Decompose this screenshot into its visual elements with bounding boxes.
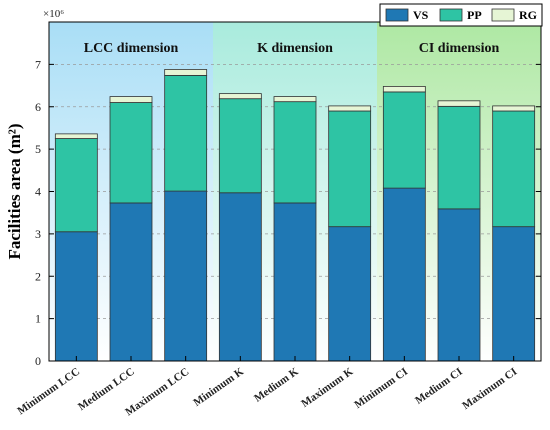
- bar-segment-pp: [328, 110, 372, 228]
- bar-segment-rg: [382, 86, 426, 93]
- x-tick-label: Maximum CI: [460, 366, 519, 412]
- x-tick-label: Medium CI: [413, 366, 465, 407]
- bar-segment-rg: [437, 100, 481, 107]
- y-tick-label: 4: [35, 185, 41, 199]
- bar-segment-rg: [328, 105, 372, 112]
- legend-swatch-vs: [385, 8, 409, 22]
- y-tick-label: 2: [35, 269, 41, 283]
- y-tick-label: 1: [35, 312, 41, 326]
- bar-segment-vs: [382, 187, 426, 362]
- x-tick-label: Medium K: [252, 365, 301, 404]
- bar-segment-pp: [273, 101, 317, 204]
- x-tick-label: Maximum K: [299, 365, 356, 410]
- bar-segment-rg: [218, 93, 262, 100]
- y-tick-label: 0: [35, 354, 41, 368]
- bar-segment-pp: [54, 138, 98, 233]
- bar-segment-rg: [109, 96, 153, 103]
- y-tick-label: 3: [35, 227, 41, 241]
- dimension-label: LCC dimension: [84, 41, 179, 56]
- bar-segment-vs: [54, 231, 98, 362]
- bar-segment-vs: [109, 202, 153, 362]
- bar-segment-vs: [328, 226, 372, 362]
- y-axis-exponent: ×10⁶: [43, 8, 64, 20]
- bar-segment-pp: [492, 110, 536, 228]
- bar-segment-vs: [492, 226, 536, 362]
- bar-segment-vs: [273, 202, 317, 362]
- legend-swatch-pp: [439, 8, 463, 22]
- legend: VS PP RG: [379, 3, 543, 27]
- bar-segment-rg: [54, 133, 98, 139]
- dimension-label: CI dimension: [419, 41, 500, 56]
- dimension-label: K dimension: [257, 41, 333, 56]
- y-tick-label: 5: [35, 142, 41, 156]
- y-axis-title: Facilities area (m²): [5, 123, 24, 259]
- legend-swatch-rg: [491, 8, 515, 22]
- x-tick-label: Minimum K: [191, 365, 246, 409]
- legend-label-vs: VS: [413, 8, 429, 22]
- bar-segment-rg: [164, 69, 208, 76]
- bar-segment-vs: [437, 208, 481, 362]
- bar-segment-pp: [164, 74, 208, 192]
- bar-segment-vs: [164, 190, 208, 362]
- bar-segment-pp: [218, 98, 262, 194]
- bar-segment-pp: [437, 105, 481, 210]
- bar-segment-rg: [492, 105, 536, 112]
- y-tick-label: 7: [35, 57, 41, 71]
- y-axis: 0 1 2 3 4 5 6 7: [35, 57, 541, 368]
- x-tick-label: Minimum CI: [352, 366, 410, 411]
- legend-label-rg: RG: [519, 8, 537, 22]
- y-tick-label: 6: [35, 100, 41, 114]
- bar-segment-pp: [382, 91, 426, 189]
- x-tick-label: Minimum LCC: [15, 366, 82, 418]
- legend-label-pp: PP: [467, 8, 482, 22]
- bar-segment-rg: [273, 96, 317, 103]
- bars: [54, 69, 536, 362]
- bar-segment-pp: [109, 102, 153, 204]
- bar-segment-vs: [218, 192, 262, 362]
